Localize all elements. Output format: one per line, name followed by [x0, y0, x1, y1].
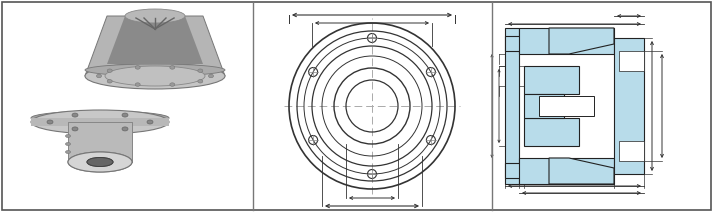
Ellipse shape	[147, 120, 153, 124]
Ellipse shape	[107, 80, 112, 83]
Ellipse shape	[135, 83, 140, 86]
Ellipse shape	[85, 63, 225, 89]
Ellipse shape	[66, 142, 71, 145]
Ellipse shape	[72, 127, 78, 131]
Polygon shape	[107, 16, 203, 64]
Bar	[524, 94, 564, 118]
Ellipse shape	[170, 83, 175, 86]
Ellipse shape	[47, 120, 53, 124]
Ellipse shape	[96, 74, 101, 78]
Polygon shape	[549, 158, 614, 184]
Ellipse shape	[107, 69, 112, 73]
Bar	[524, 66, 579, 94]
Ellipse shape	[66, 151, 71, 153]
Bar	[539, 96, 594, 116]
Polygon shape	[549, 28, 614, 54]
Bar	[614, 38, 644, 174]
Ellipse shape	[85, 64, 225, 76]
Ellipse shape	[122, 127, 128, 131]
Bar	[31, 118, 169, 126]
Bar	[505, 36, 529, 51]
Ellipse shape	[31, 111, 169, 125]
Ellipse shape	[66, 134, 71, 138]
Ellipse shape	[72, 113, 78, 117]
Bar	[505, 163, 529, 178]
Bar	[519, 158, 614, 184]
Bar	[519, 28, 614, 54]
Ellipse shape	[68, 152, 132, 172]
Ellipse shape	[105, 66, 205, 86]
Ellipse shape	[125, 9, 185, 23]
Ellipse shape	[198, 80, 202, 83]
Ellipse shape	[208, 74, 213, 78]
Bar	[524, 118, 579, 146]
Bar	[68, 122, 132, 162]
Ellipse shape	[31, 110, 169, 134]
Ellipse shape	[170, 66, 175, 69]
Ellipse shape	[122, 113, 128, 117]
Ellipse shape	[87, 158, 113, 166]
Bar	[619, 51, 644, 71]
Ellipse shape	[87, 158, 113, 166]
Ellipse shape	[135, 66, 140, 69]
Polygon shape	[85, 16, 225, 76]
Ellipse shape	[198, 69, 202, 73]
Ellipse shape	[68, 152, 132, 172]
Bar	[68, 122, 132, 162]
Bar	[619, 141, 644, 161]
Bar	[505, 28, 519, 184]
